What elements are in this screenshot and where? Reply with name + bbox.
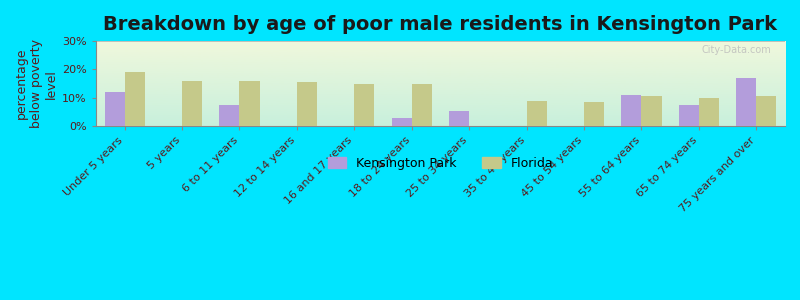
Bar (354, 84, 374, 126)
Bar (219, 105, 239, 126)
Bar (449, 110, 469, 126)
Title: Breakdown by age of poor male residents in Kensington Park: Breakdown by age of poor male residents … (103, 15, 778, 34)
Bar (105, 92, 125, 126)
Bar (297, 82, 317, 126)
Bar (412, 84, 432, 126)
Bar (756, 96, 776, 126)
Text: City-Data.com: City-Data.com (702, 45, 771, 56)
Bar (584, 102, 604, 126)
Bar (736, 78, 756, 126)
Bar (678, 105, 699, 126)
Bar (125, 72, 145, 126)
Legend: Kensington Park, Florida: Kensington Park, Florida (322, 152, 558, 175)
Bar (526, 100, 546, 126)
Bar (182, 81, 202, 126)
Bar (699, 98, 719, 126)
Bar (622, 95, 642, 126)
Bar (239, 81, 259, 126)
Y-axis label: percentage
below poverty
level: percentage below poverty level (15, 39, 58, 128)
Bar (642, 96, 662, 126)
Bar (392, 118, 412, 126)
